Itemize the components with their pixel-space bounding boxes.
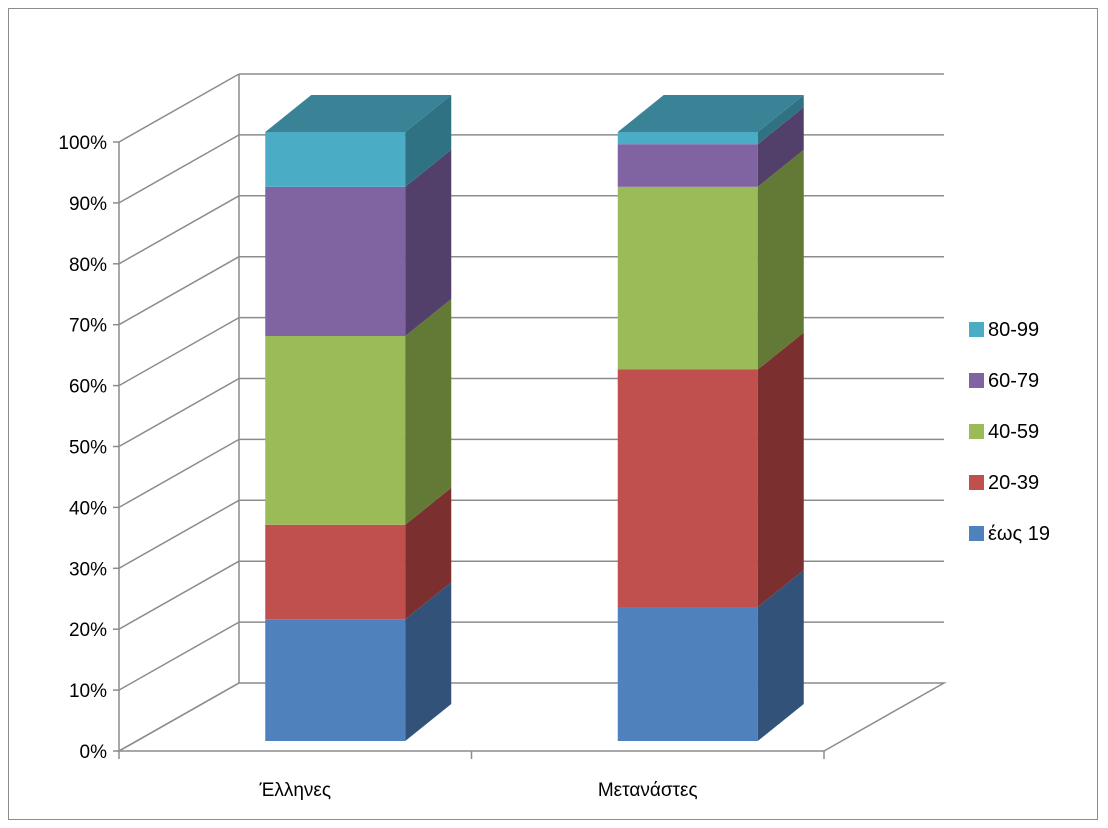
chart-canvas: 0% 10% 20% 30% 40% 50% 60% 70% 80% 90% 100% Έλληνε… bbox=[58, 73, 1050, 801]
y-tick-label: 80% bbox=[69, 255, 107, 276]
gridline-side bbox=[118, 195, 240, 265]
legend-label: 80-99 bbox=[988, 319, 1039, 341]
bars bbox=[265, 95, 804, 741]
y-tick-label: 30% bbox=[69, 559, 107, 580]
gridline-side bbox=[118, 134, 240, 204]
chart-frame: 0% 10% 20% 30% 40% 50% 60% 70% 80% 90% 100% Έλληνε… bbox=[8, 8, 1098, 820]
bar-front bbox=[617, 132, 758, 145]
bar-top bbox=[617, 95, 804, 132]
legend-swatch bbox=[969, 526, 984, 541]
gridline-side bbox=[118, 621, 240, 691]
bar-segment bbox=[265, 299, 452, 525]
bar-top bbox=[265, 95, 452, 132]
bar-front bbox=[265, 132, 406, 187]
legend-item: 80-99 bbox=[969, 319, 1039, 341]
y-tick-label: 70% bbox=[69, 316, 107, 337]
x-axis: Έλληνες Μετανάστες bbox=[118, 751, 825, 801]
gridline-side bbox=[118, 377, 240, 448]
legend-label: 40-59 bbox=[988, 421, 1039, 443]
bar-front bbox=[617, 369, 758, 608]
y-tick-label: 100% bbox=[58, 133, 107, 154]
bar-side bbox=[757, 107, 804, 187]
legend-swatch bbox=[969, 373, 984, 388]
y-tick-label: 0% bbox=[80, 742, 108, 763]
bar-segment bbox=[265, 582, 452, 741]
legend: 80-99 60-79 40-59 20-39 έως 19 bbox=[969, 319, 1050, 545]
y-tick-label: 50% bbox=[69, 438, 107, 459]
gridline-side bbox=[118, 256, 240, 326]
legend-item: 20-39 bbox=[969, 472, 1039, 494]
gridline-side bbox=[118, 682, 240, 752]
legend-label: 60-79 bbox=[988, 370, 1039, 392]
bar-front bbox=[617, 144, 758, 187]
y-tick-label: 40% bbox=[69, 498, 107, 519]
bar-front bbox=[265, 186, 406, 337]
y-tick-label: 60% bbox=[69, 377, 107, 398]
bar-side bbox=[405, 487, 452, 620]
y-tick-label: 20% bbox=[69, 620, 107, 641]
gridline-side bbox=[118, 499, 240, 569]
bar-segment bbox=[265, 95, 452, 187]
x-tick-label: Μετανάστες bbox=[598, 780, 698, 801]
bar-side bbox=[757, 149, 804, 370]
floor bbox=[116, 682, 947, 752]
legend-item: έως 19 bbox=[969, 523, 1050, 545]
x-tick-label: Έλληνες bbox=[258, 780, 331, 801]
chart-walls bbox=[116, 74, 947, 752]
bar-side bbox=[405, 582, 452, 741]
bar-front bbox=[617, 186, 758, 370]
legend-swatch bbox=[969, 424, 984, 439]
legend-swatch bbox=[969, 322, 984, 337]
gridline-side bbox=[118, 316, 240, 387]
bar-segment bbox=[617, 95, 804, 145]
legend-label: έως 19 bbox=[988, 523, 1050, 545]
bar-side bbox=[405, 149, 452, 337]
bar-front bbox=[265, 336, 406, 525]
bar-front bbox=[265, 619, 406, 741]
bar-segment bbox=[617, 570, 804, 741]
bar-segment bbox=[617, 332, 804, 608]
bar-segment bbox=[265, 149, 452, 337]
bar-side bbox=[757, 95, 804, 145]
y-tick-label: 90% bbox=[69, 194, 107, 215]
bar-side bbox=[405, 95, 452, 187]
bar-segment bbox=[617, 107, 804, 187]
gridline-side bbox=[118, 438, 240, 509]
gridline-side bbox=[118, 73, 240, 143]
legend-label: 20-39 bbox=[988, 472, 1039, 494]
y-tick-label: 10% bbox=[69, 681, 107, 702]
gridlines bbox=[118, 73, 944, 752]
gridline-side bbox=[118, 560, 240, 630]
bar-side bbox=[757, 570, 804, 741]
legend-item: 40-59 bbox=[969, 421, 1039, 443]
y-axis-ticks: 0% 10% 20% 30% 40% 50% 60% 70% 80% 90% 100% bbox=[58, 133, 119, 763]
bar-side bbox=[405, 299, 452, 525]
bar-front bbox=[617, 607, 758, 741]
bar-side bbox=[757, 332, 804, 608]
bar-segment bbox=[617, 149, 804, 370]
legend-item: 60-79 bbox=[969, 370, 1039, 392]
bar-front bbox=[265, 524, 406, 620]
legend-swatch bbox=[969, 475, 984, 490]
bar-segment bbox=[265, 487, 452, 620]
